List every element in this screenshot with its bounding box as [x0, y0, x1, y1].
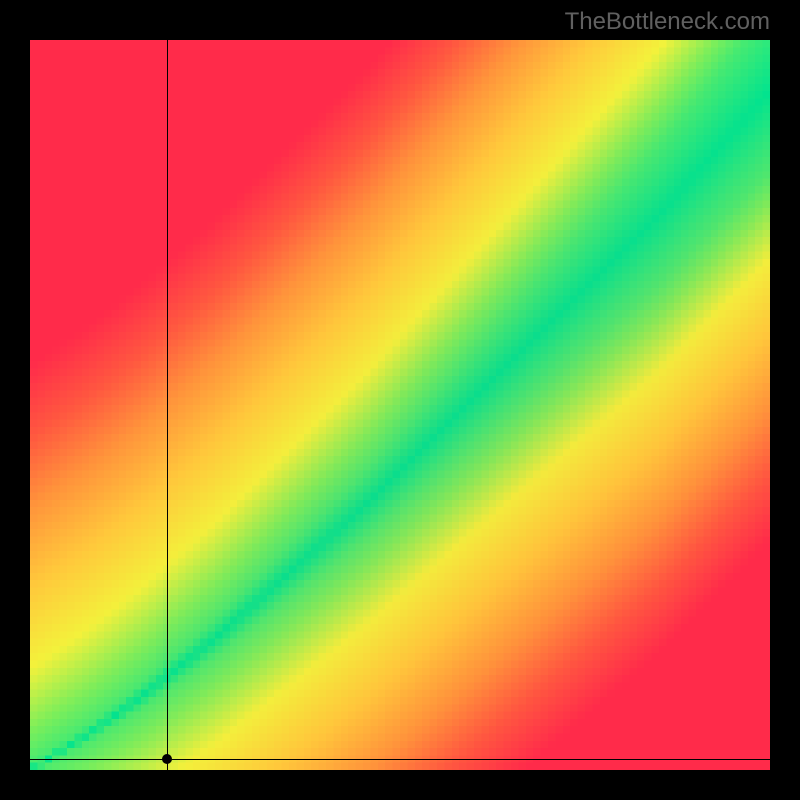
bottleneck-heatmap	[30, 40, 770, 770]
watermark-text: TheBottleneck.com	[565, 8, 770, 36]
chart-container: TheBottleneck.com	[0, 0, 800, 800]
marker-dot	[162, 754, 172, 764]
crosshair-vertical	[167, 40, 168, 770]
crosshair-horizontal	[30, 759, 770, 760]
